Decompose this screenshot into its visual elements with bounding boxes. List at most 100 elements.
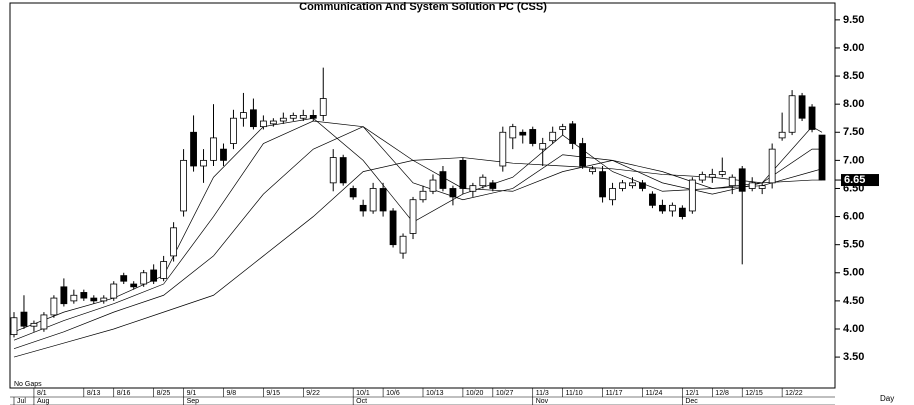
x-tick-label: 8/1: [37, 390, 47, 397]
x-tick-label: 12/8: [715, 390, 729, 397]
candle-body: [339, 157, 347, 184]
candle-body: [609, 188, 616, 201]
candle-body: [180, 159, 187, 212]
moving-average: [13, 126, 823, 349]
y-tick-label: 5.00: [843, 267, 864, 279]
month-label: Sep: [187, 398, 200, 405]
x-tick-label: 12/15: [745, 390, 763, 397]
x-tick-label: 11/24: [645, 390, 662, 397]
candle-body: [569, 123, 577, 144]
candle-body: [299, 115, 307, 119]
last-value-box: [841, 174, 879, 187]
x-tick-label: 8/16: [117, 390, 131, 397]
candle-body: [559, 126, 567, 130]
candle-body: [768, 148, 776, 184]
candle-body: [289, 115, 297, 119]
moving-average: [13, 157, 823, 358]
x-tick-label: 9/15: [266, 390, 280, 397]
candle-body: [269, 120, 277, 125]
candle-body: [748, 182, 756, 189]
y-tick-label: 5.50: [843, 239, 864, 251]
candle-body: [389, 210, 397, 246]
candle-body: [619, 182, 626, 189]
y-tick-label: 3.50: [843, 351, 864, 363]
candle-body: [120, 275, 128, 282]
candle-body: [359, 204, 367, 212]
candle-body: [688, 179, 696, 212]
x-tick-label: 9/1: [187, 390, 197, 397]
candle-body: [629, 182, 636, 187]
x-tick-label: 10/1: [356, 390, 370, 397]
candle-body: [439, 171, 447, 189]
candle-body: [70, 294, 78, 302]
candle-body: [818, 134, 826, 181]
candle-body: [698, 174, 706, 181]
candle-body: [589, 168, 596, 173]
candle-body: [329, 157, 337, 184]
candle-body: [309, 115, 317, 119]
candle-body: [459, 159, 467, 189]
chart-title: Communication And System Solution PC (CS…: [299, 1, 547, 13]
candle-body: [240, 112, 247, 119]
y-tick-label: 8.50: [843, 70, 864, 82]
candle-body: [80, 292, 88, 299]
candle-body: [160, 261, 168, 279]
candle-body: [419, 190, 427, 201]
candle-body: [140, 272, 148, 285]
x-tick-label: 11/3: [536, 390, 549, 397]
candle-body: [469, 185, 477, 192]
month-label: Oct: [356, 398, 367, 405]
candle-body: [738, 168, 746, 192]
candle-body: [788, 95, 796, 133]
candle-body: [30, 322, 38, 327]
candle-body: [200, 159, 207, 167]
y-tick-label: 7.00: [843, 154, 864, 166]
last-value-label: 6.65: [844, 174, 865, 186]
candle-body: [678, 207, 686, 217]
candle-body: [778, 131, 786, 139]
x-tick-label: 10/6: [386, 390, 400, 397]
candle-body: [190, 131, 197, 167]
candle-body: [599, 171, 606, 198]
moving-average: [13, 117, 823, 333]
candle-body: [519, 131, 527, 136]
x-tick-label: 11/10: [566, 390, 583, 397]
candle-body: [250, 109, 257, 128]
candle-body: [539, 143, 547, 150]
candle-body: [579, 143, 587, 167]
y-tick-label: 6.00: [843, 210, 864, 222]
candle-body: [399, 235, 407, 254]
x-tick-label: 10/27: [496, 390, 514, 397]
y-tick-label: 9.00: [843, 42, 864, 54]
x-tick-label: 8/13: [87, 390, 101, 397]
candle-body: [489, 182, 497, 189]
candle-body: [279, 117, 287, 122]
candle-body: [479, 176, 487, 187]
candle-body: [90, 297, 98, 302]
y-tick-label: 4.50: [843, 295, 864, 307]
candle-body: [798, 95, 806, 119]
y-tick-label: 7.50: [843, 126, 864, 138]
x-tick-label: 9/22: [306, 390, 320, 397]
candle-body: [659, 204, 666, 212]
month-label: Dec: [685, 398, 698, 405]
x-tick-label: 9/8: [226, 390, 236, 397]
candle-body: [649, 193, 656, 206]
candle-body: [529, 129, 537, 144]
x-tick-label: 10/20: [466, 390, 484, 397]
candle-body: [509, 126, 517, 139]
candle-body: [429, 179, 437, 192]
y-tick-label: 4.00: [843, 323, 864, 335]
candle-body: [110, 283, 118, 299]
candle-body: [409, 199, 417, 234]
candle-body: [150, 269, 158, 282]
candle-body: [728, 176, 736, 187]
candle-body: [499, 131, 507, 167]
candle-body: [379, 188, 387, 212]
plot-frame: [9, 2, 836, 389]
month-label: Jul: [17, 398, 26, 405]
candle-body: [60, 286, 68, 305]
candle-body: [349, 188, 357, 198]
